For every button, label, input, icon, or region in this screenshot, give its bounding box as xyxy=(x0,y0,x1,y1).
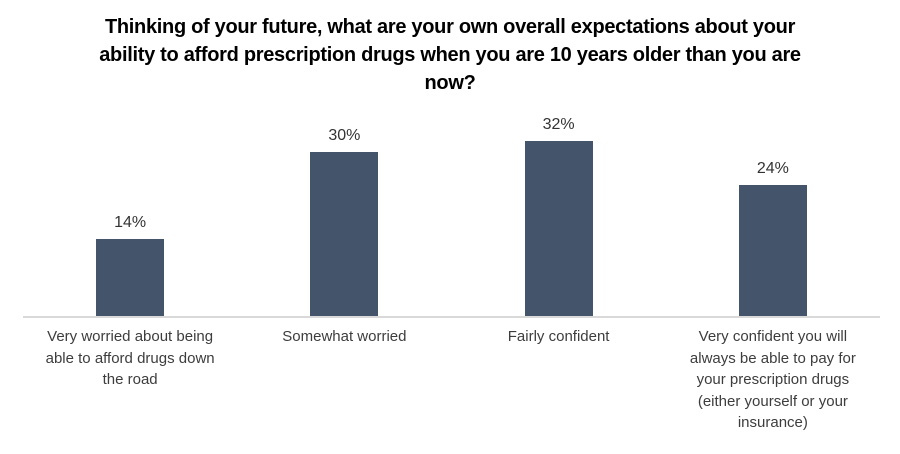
x-axis-label: Very confident you will always be able t… xyxy=(689,328,856,431)
bar-group: 30% xyxy=(237,100,451,316)
data-label: 24% xyxy=(756,159,789,177)
bar-group: 24% xyxy=(666,100,880,316)
bar-group: 32% xyxy=(452,100,666,316)
plot-area: 14% 30% 32% 24% xyxy=(23,100,880,318)
x-axis-label: Very worried about being able to afford … xyxy=(45,328,215,388)
x-axis-label: Fairly confident xyxy=(507,328,610,345)
data-label: 30% xyxy=(328,126,361,144)
bar-somewhat-worried xyxy=(310,151,379,316)
bar-very-worried xyxy=(96,239,165,316)
x-axis-labels: Very worried about being able to afford … xyxy=(23,326,880,434)
data-label: 14% xyxy=(114,214,147,232)
data-label: 32% xyxy=(542,115,575,133)
x-axis-label: Somewhat worried xyxy=(282,328,407,345)
chart-title: Thinking of your future, what are your o… xyxy=(99,16,801,94)
bar-group: 14% xyxy=(23,100,237,316)
bar-fairly-confident xyxy=(524,140,593,316)
bar-very-confident xyxy=(738,184,807,316)
